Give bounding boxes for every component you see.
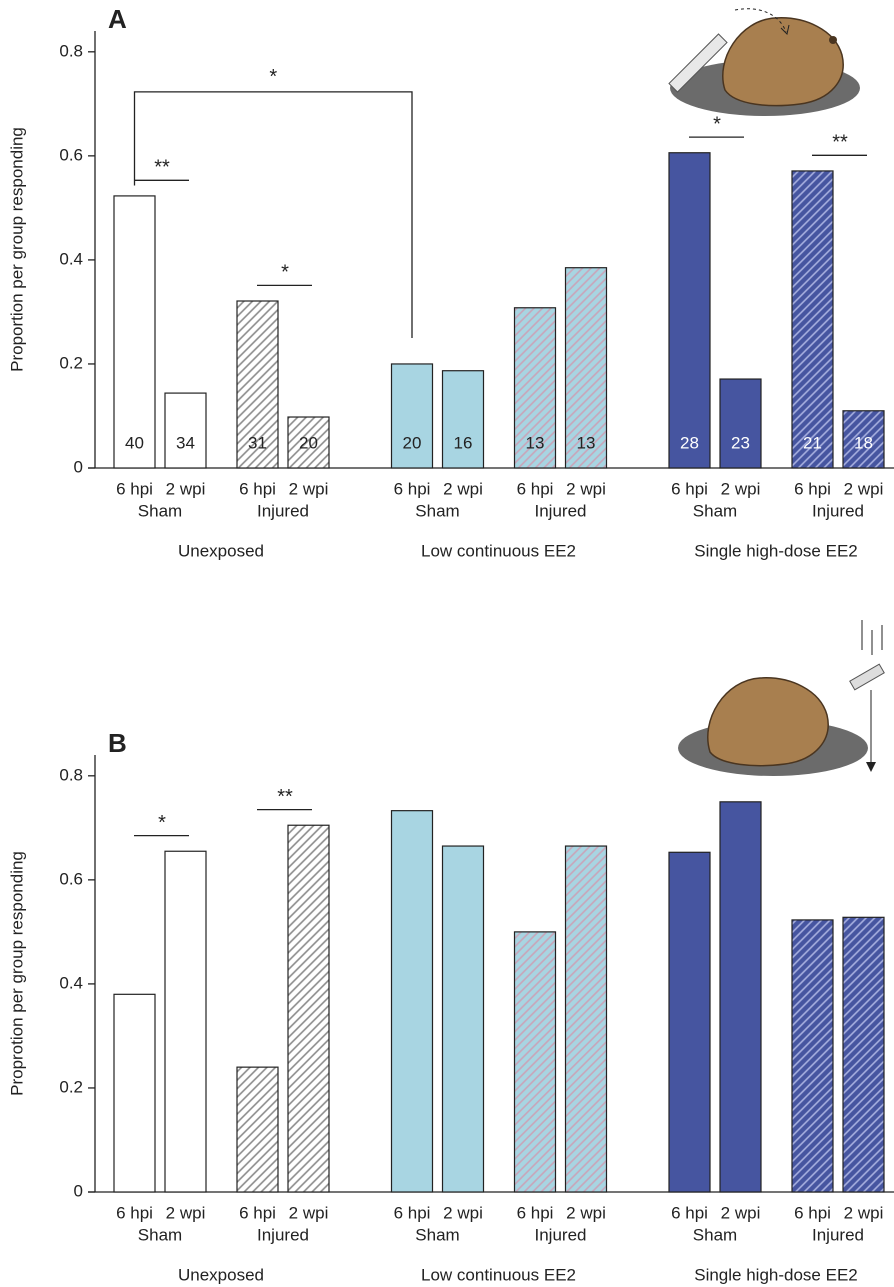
y-tick-label: 0.8	[59, 765, 83, 784]
group-label: Sham	[415, 501, 459, 520]
x-tick-label: 6 hpi	[116, 479, 153, 498]
y-tick-label: 0.8	[59, 41, 83, 60]
significance-label: *	[281, 262, 289, 284]
bar	[237, 1067, 278, 1192]
bar	[114, 196, 155, 468]
sample-size-label: 21	[803, 433, 822, 452]
x-tick-label: 2 wpi	[166, 1203, 206, 1222]
x-tick-label: 6 hpi	[517, 479, 554, 498]
x-tick-label: 6 hpi	[671, 479, 708, 498]
exposure-label: Single high-dose EE2	[694, 541, 858, 560]
bar	[515, 932, 556, 1192]
x-tick-label: 6 hpi	[394, 479, 431, 498]
exposure-label: Low continuous EE2	[421, 1265, 576, 1284]
x-tick-label: 6 hpi	[517, 1203, 554, 1222]
sample-size-label: 40	[125, 433, 144, 452]
x-tick-label: 6 hpi	[794, 1203, 831, 1222]
x-tick-label: 2 wpi	[443, 1203, 483, 1222]
bar	[443, 371, 484, 468]
y-axis-label: Proportion per group responding	[7, 127, 26, 372]
y-axis-label: Proprotion per group responding	[7, 851, 26, 1096]
bar	[669, 153, 710, 468]
x-tick-label: 2 wpi	[844, 1203, 884, 1222]
x-tick-label: 2 wpi	[844, 479, 884, 498]
sample-size-label: 31	[248, 433, 267, 452]
sample-size-label: 28	[680, 433, 699, 452]
bar	[443, 846, 484, 1192]
y-tick-label: 0.4	[59, 249, 83, 268]
y-tick-label: 0.4	[59, 973, 83, 992]
group-label: Injured	[535, 501, 587, 520]
x-tick-label: 6 hpi	[116, 1203, 153, 1222]
sample-size-label: 20	[403, 433, 422, 452]
group-label: Injured	[812, 501, 864, 520]
bar	[165, 393, 206, 468]
group-label: Sham	[693, 1225, 737, 1244]
bar	[392, 811, 433, 1192]
x-tick-label: 2 wpi	[289, 479, 329, 498]
bar	[792, 171, 833, 468]
sample-size-label: 34	[176, 433, 195, 452]
x-tick-label: 6 hpi	[671, 1203, 708, 1222]
group-label: Sham	[415, 1225, 459, 1244]
y-tick-label: 0	[74, 457, 83, 476]
bar	[843, 917, 884, 1192]
figure: 0 0.2 0.4 0.6 0.8 A Proportion per group respo…	[0, 0, 894, 1287]
sample-size-label: 18	[854, 433, 873, 452]
sample-size-label: 13	[577, 433, 596, 452]
sample-size-label: 13	[526, 433, 545, 452]
bar	[566, 846, 607, 1192]
panel-label: A	[108, 4, 127, 34]
significance-label: *	[158, 812, 166, 834]
exposure-label: Unexposed	[178, 1265, 264, 1284]
group-label: Sham	[693, 501, 737, 520]
bar	[669, 852, 710, 1192]
significance-label: *	[713, 113, 721, 135]
bar	[720, 802, 761, 1192]
sample-size-label: 16	[454, 433, 473, 452]
panel-label: B	[108, 728, 127, 758]
exposure-label: Low continuous EE2	[421, 541, 576, 560]
y-tick-label: 0.6	[59, 869, 83, 888]
y-tick-label: 0.6	[59, 145, 83, 164]
illustration-a	[669, 9, 860, 116]
sample-size-label: 20	[299, 433, 318, 452]
x-tick-label: 2 wpi	[566, 1203, 606, 1222]
group-label: Injured	[812, 1225, 864, 1244]
x-tick-label: 6 hpi	[239, 479, 276, 498]
significance-label: **	[832, 132, 848, 154]
bar	[720, 379, 761, 468]
significance-label: *	[269, 66, 277, 88]
sample-size-label: 23	[731, 433, 750, 452]
x-tick-label: 2 wpi	[289, 1203, 329, 1222]
bar	[114, 994, 155, 1192]
group-label: Injured	[257, 501, 309, 520]
exposure-label: Single high-dose EE2	[694, 1265, 858, 1284]
x-tick-label: 2 wpi	[721, 1203, 761, 1222]
bar	[288, 825, 329, 1192]
x-tick-label: 2 wpi	[166, 479, 206, 498]
group-label: Sham	[138, 1225, 182, 1244]
x-tick-label: 2 wpi	[721, 479, 761, 498]
x-tick-label: 6 hpi	[239, 1203, 276, 1222]
y-tick-label: 0.2	[59, 1077, 83, 1096]
x-tick-label: 2 wpi	[443, 479, 483, 498]
bar	[165, 851, 206, 1192]
significance-label: **	[277, 786, 293, 808]
group-label: Injured	[535, 1225, 587, 1244]
x-tick-label: 6 hpi	[794, 479, 831, 498]
y-tick-label: 0.2	[59, 353, 83, 372]
significance-label: **	[154, 157, 170, 179]
x-tick-label: 2 wpi	[566, 479, 606, 498]
x-tick-label: 6 hpi	[394, 1203, 431, 1222]
exposure-label: Unexposed	[178, 541, 264, 560]
bar	[792, 920, 833, 1192]
y-tick-label: 0	[74, 1181, 83, 1200]
group-label: Sham	[138, 501, 182, 520]
illustration-b	[678, 620, 884, 776]
group-label: Injured	[257, 1225, 309, 1244]
